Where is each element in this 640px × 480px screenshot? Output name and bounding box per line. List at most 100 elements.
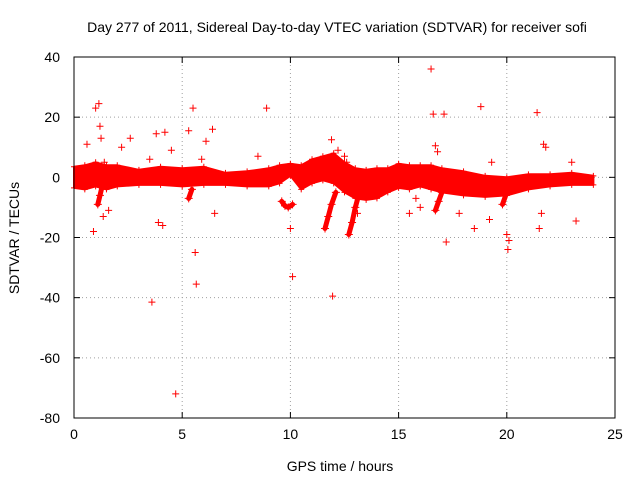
band-edge-point — [157, 181, 164, 188]
y-tick-label: -20 — [40, 230, 60, 246]
band-edge-point — [460, 192, 467, 199]
band-edge-point — [265, 165, 272, 172]
data-point — [202, 137, 210, 145]
band-edge-point — [352, 165, 359, 172]
data-point — [154, 218, 162, 226]
band-edge-point — [276, 162, 283, 169]
x-axis-label: GPS time / hours — [287, 458, 394, 474]
data-point — [118, 143, 126, 151]
band-edge-point — [482, 172, 489, 179]
band-edge-point — [428, 186, 435, 193]
band-edge-point — [114, 183, 121, 190]
streak-point — [498, 200, 507, 209]
band-edge-point — [384, 189, 391, 196]
plot-frame — [73, 56, 616, 419]
band-edge-point — [547, 171, 554, 178]
band-edge-point — [298, 162, 305, 169]
band-edge-point — [179, 165, 186, 172]
band-edge-point — [525, 186, 532, 193]
data-point — [185, 127, 193, 135]
data-point — [572, 217, 580, 225]
band-edge-point — [157, 163, 164, 170]
data-point — [208, 125, 216, 133]
data-point — [100, 158, 108, 166]
band-edge-point — [244, 168, 251, 175]
data-point — [161, 128, 169, 136]
data-streak — [322, 189, 339, 231]
streak-point — [280, 201, 289, 210]
data-point — [434, 148, 442, 156]
band-edge-point — [417, 183, 424, 190]
x-tick-label: 0 — [70, 426, 78, 442]
band-edge-point — [406, 162, 413, 169]
band-edge-point — [92, 159, 99, 166]
band-edge-point — [590, 172, 597, 179]
data-streak — [279, 198, 296, 210]
band-edge-point — [298, 186, 305, 193]
y-tick-label: 0 — [52, 169, 60, 185]
streak-point — [288, 200, 297, 209]
streak-point — [437, 188, 446, 197]
streak-point — [348, 218, 357, 227]
data-point — [189, 104, 197, 112]
data-point — [505, 237, 513, 245]
band-edge-point — [438, 165, 445, 172]
y-tick-label: -80 — [40, 410, 60, 426]
y-axis-label: SDTVAR / TECUs — [6, 182, 22, 294]
data-point — [89, 227, 97, 235]
band-edge-point — [200, 181, 207, 188]
band-edge-point — [590, 181, 597, 188]
band-edge-point — [135, 166, 142, 173]
band-edge-point — [319, 153, 326, 160]
y-tick-label: -40 — [40, 290, 60, 306]
band-edge-point — [547, 183, 554, 190]
data-point — [198, 155, 206, 163]
band-edge-point — [363, 166, 370, 173]
band-edge-point — [330, 180, 337, 187]
band-edge-point — [373, 165, 380, 172]
band-edge-point — [244, 183, 251, 190]
data-point — [412, 194, 420, 202]
y-tick-label: 40 — [44, 49, 60, 65]
data-point — [343, 158, 351, 166]
band-edge-point — [309, 180, 316, 187]
streak-point — [327, 200, 336, 209]
data-point — [353, 209, 361, 217]
streak-point — [187, 185, 196, 194]
x-tick-label: 10 — [283, 426, 299, 442]
band-edge-point — [222, 169, 229, 176]
data-point — [126, 134, 134, 142]
band-edge-point — [287, 160, 294, 167]
x-tick-label: 15 — [391, 426, 407, 442]
data-point — [83, 140, 91, 148]
data-point — [477, 103, 485, 111]
band-edge-point — [330, 150, 337, 157]
data-point — [192, 280, 200, 288]
data-band — [71, 150, 597, 203]
y-tick-label: -60 — [40, 350, 60, 366]
data-point — [148, 298, 156, 306]
streak-point — [98, 182, 107, 191]
band-edge-point — [395, 160, 402, 167]
band-edge-point — [276, 180, 283, 187]
streak-point — [434, 197, 443, 206]
data-point — [455, 209, 463, 217]
streak-point — [501, 191, 510, 200]
streak-point — [354, 191, 363, 200]
data-streaks — [93, 182, 513, 239]
data-point — [485, 215, 493, 223]
streak-point — [344, 230, 353, 239]
band-edge-point — [482, 193, 489, 200]
band-edge-point — [222, 181, 229, 188]
data-point — [535, 224, 543, 232]
band-edge-point — [525, 171, 532, 178]
band-edge-point — [179, 183, 186, 190]
streak-point — [284, 203, 293, 212]
band-edge-point — [92, 183, 99, 190]
data-streak — [346, 192, 362, 237]
band-edge-point — [341, 189, 348, 196]
data-point — [429, 110, 437, 118]
data-point — [488, 158, 496, 166]
data-point — [334, 146, 342, 154]
